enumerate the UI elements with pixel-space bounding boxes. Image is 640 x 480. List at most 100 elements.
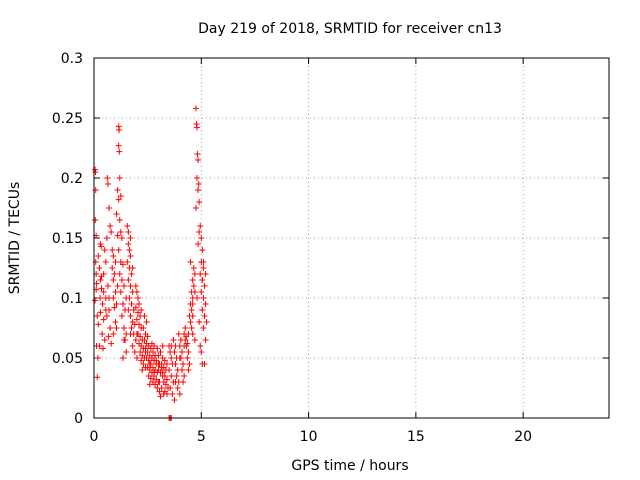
data-point — [95, 321, 102, 328]
data-point — [110, 277, 117, 283]
data-point — [156, 388, 163, 395]
data-point — [134, 295, 141, 301]
data-point — [158, 385, 165, 391]
data-point — [117, 193, 124, 199]
data-point — [188, 325, 195, 331]
data-point — [118, 277, 125, 283]
data-point — [97, 295, 104, 301]
data-point — [159, 369, 166, 376]
data-point — [115, 196, 122, 203]
data-point — [185, 349, 192, 355]
data-point — [185, 331, 192, 337]
x-tick-label: 5 — [197, 429, 206, 445]
data-point — [189, 313, 196, 319]
data-point — [107, 223, 114, 229]
data-point — [140, 361, 147, 367]
data-point — [102, 259, 109, 265]
data-point — [168, 343, 175, 349]
data-point — [185, 367, 192, 373]
data-point — [162, 381, 169, 388]
data-point — [173, 373, 180, 379]
data-point — [123, 349, 130, 355]
data-point — [195, 157, 202, 163]
data-point — [129, 265, 136, 271]
data-point — [176, 355, 183, 361]
data-point — [153, 357, 160, 364]
data-point — [125, 241, 132, 247]
data-point — [94, 374, 101, 381]
data-point — [168, 373, 175, 379]
data-point — [136, 321, 143, 328]
data-point — [104, 181, 111, 187]
data-point — [117, 289, 124, 295]
data-point — [134, 309, 141, 316]
data-point — [194, 295, 200, 301]
data-point — [202, 337, 209, 343]
data-point — [108, 340, 115, 347]
data-point — [197, 223, 204, 229]
data-point — [128, 325, 135, 331]
data-point — [145, 357, 152, 364]
y-tick-label: 0 — [74, 411, 83, 427]
data-point — [152, 381, 159, 388]
data-point — [116, 175, 123, 181]
data-point — [138, 357, 145, 364]
data-point — [163, 391, 170, 397]
data-point — [199, 247, 206, 253]
data-point — [113, 325, 120, 331]
data-point — [98, 285, 105, 292]
data-point — [195, 181, 202, 187]
data-point — [97, 277, 104, 283]
data-point — [178, 349, 185, 355]
data-point — [109, 265, 116, 271]
data-point — [157, 393, 164, 400]
data-point — [194, 124, 200, 131]
data-point — [191, 271, 198, 277]
data-point — [195, 187, 202, 193]
data-point — [116, 217, 123, 223]
data-point — [96, 265, 103, 271]
data-point — [194, 175, 200, 181]
data-point — [171, 397, 178, 403]
data-point — [132, 304, 139, 311]
data-point — [163, 376, 170, 383]
data-point — [124, 223, 131, 229]
data-point — [118, 313, 125, 319]
data-point — [115, 142, 122, 149]
data-point — [146, 381, 153, 388]
data-point — [196, 199, 203, 205]
data-point — [100, 289, 107, 295]
data-point — [106, 295, 113, 301]
data-point — [115, 247, 122, 253]
data-point — [172, 379, 179, 385]
data-point — [121, 283, 128, 289]
data-point — [139, 367, 146, 373]
data-point — [201, 313, 208, 319]
data-point — [151, 343, 158, 349]
data-point — [111, 271, 118, 277]
data-point — [123, 295, 130, 301]
data-point — [154, 345, 161, 352]
data-point — [140, 325, 147, 331]
data-point — [180, 379, 187, 385]
data-point — [113, 211, 120, 217]
data-point — [199, 277, 206, 283]
data-point — [114, 283, 121, 289]
data-point — [196, 319, 203, 325]
y-tick-label: 0.1 — [61, 291, 83, 307]
data-point — [178, 367, 185, 373]
data-point — [101, 247, 108, 253]
y-tick-label: 0.2 — [61, 171, 83, 187]
data-point — [116, 127, 123, 133]
data-point — [200, 259, 207, 265]
data-point — [133, 289, 140, 295]
data-point — [202, 271, 209, 277]
data-point — [127, 313, 134, 319]
data-point — [190, 265, 197, 271]
data-point — [94, 355, 101, 361]
data-point — [132, 283, 139, 289]
data-point — [106, 205, 113, 211]
x-tick-label: 15 — [407, 429, 425, 445]
data-point — [125, 229, 132, 235]
data-point — [166, 367, 173, 373]
